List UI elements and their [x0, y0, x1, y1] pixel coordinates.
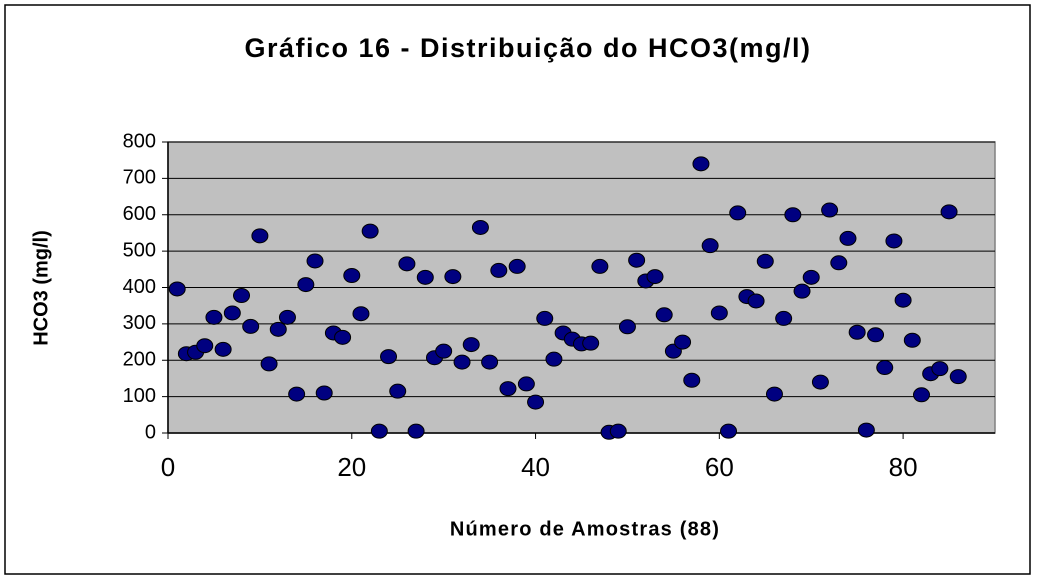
point — [233, 288, 251, 304]
point — [830, 255, 848, 271]
point — [683, 372, 701, 388]
y-tick-label: 200 — [123, 349, 156, 371]
point — [811, 374, 829, 390]
point — [720, 423, 738, 439]
point — [471, 219, 489, 235]
point — [251, 228, 269, 244]
point — [334, 329, 352, 345]
point — [885, 233, 903, 249]
point — [242, 318, 260, 334]
point — [692, 156, 710, 172]
point — [582, 335, 600, 351]
point — [168, 281, 186, 297]
point — [949, 369, 967, 385]
point — [435, 343, 453, 359]
point — [343, 267, 361, 283]
point — [481, 354, 499, 370]
point — [223, 305, 241, 321]
y-tick-label: 600 — [123, 203, 156, 225]
point — [380, 349, 398, 365]
point — [527, 394, 545, 410]
point — [444, 269, 462, 285]
point — [674, 334, 692, 350]
point — [517, 376, 535, 392]
point — [490, 262, 508, 278]
x-axis-label: Número de Amostras (88) — [450, 518, 720, 540]
x-tick-label: 0 — [161, 452, 175, 482]
point — [701, 238, 719, 254]
point — [352, 306, 370, 322]
y-tick-label: 0 — [145, 421, 156, 443]
point — [462, 337, 480, 353]
point — [839, 230, 857, 246]
point — [196, 338, 214, 354]
y-tick-label: 500 — [123, 239, 156, 261]
y-tick-label: 100 — [123, 385, 156, 407]
point — [931, 361, 949, 377]
point — [508, 258, 526, 274]
point — [857, 422, 875, 438]
point — [784, 207, 802, 223]
point — [876, 360, 894, 376]
point — [821, 202, 839, 218]
point — [756, 253, 774, 269]
point — [729, 205, 747, 221]
point — [260, 356, 278, 372]
point — [903, 332, 921, 348]
chart-title: Gráfico 16 - Distribuição do HCO3(mg/l) — [244, 33, 811, 63]
point — [655, 307, 673, 323]
point — [747, 293, 765, 309]
point — [609, 423, 627, 439]
x-tick-label: 60 — [705, 452, 734, 482]
point — [205, 309, 223, 325]
point — [628, 252, 646, 268]
x-tick-label: 80 — [889, 452, 918, 482]
point — [618, 319, 636, 335]
x-tick-label: 20 — [337, 452, 366, 482]
point — [278, 309, 296, 325]
point — [453, 354, 471, 370]
point — [361, 223, 379, 239]
point — [710, 305, 728, 321]
point — [848, 324, 866, 340]
point — [288, 386, 306, 402]
y-tick-label: 800 — [123, 130, 156, 152]
point — [297, 277, 315, 293]
point — [793, 283, 811, 299]
point — [499, 381, 517, 397]
point — [315, 385, 333, 401]
x-tick-label: 40 — [521, 452, 550, 482]
point — [545, 351, 563, 367]
point — [398, 256, 416, 272]
point — [867, 327, 885, 343]
y-axis-label: HCO3 (mg/l) — [30, 230, 52, 346]
point — [775, 310, 793, 326]
point — [269, 321, 287, 337]
point — [370, 423, 388, 439]
y-tick-label: 700 — [123, 167, 156, 189]
point — [894, 292, 912, 308]
point — [591, 258, 609, 274]
point — [912, 387, 930, 403]
point — [765, 386, 783, 402]
point — [407, 423, 425, 439]
point — [940, 204, 958, 220]
point — [646, 269, 664, 285]
point — [536, 310, 554, 326]
point — [306, 253, 324, 269]
point — [802, 269, 820, 285]
point — [416, 269, 434, 285]
y-tick-label: 300 — [123, 312, 156, 334]
y-tick-label: 400 — [123, 276, 156, 298]
point — [389, 383, 407, 399]
point — [214, 341, 232, 357]
